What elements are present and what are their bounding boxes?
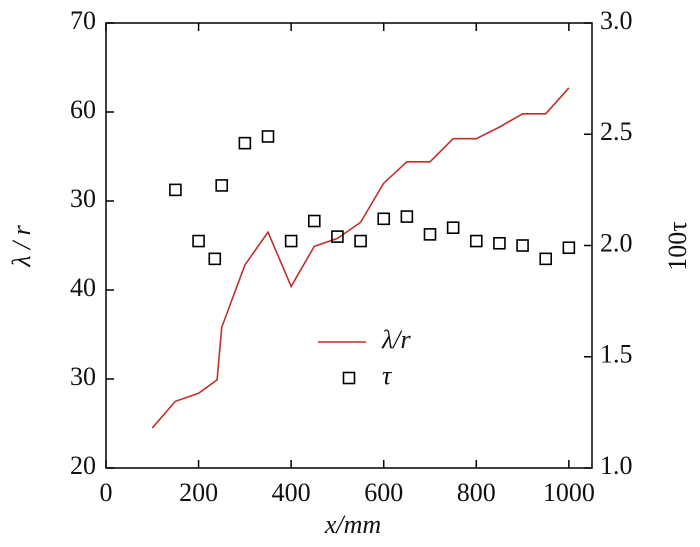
data-marker: [354, 234, 367, 248]
y-tick-label: 60: [70, 95, 96, 124]
x-axis-title: x/mm: [324, 510, 381, 539]
legend-marker: [342, 371, 356, 385]
data-marker: [307, 214, 321, 228]
data-marker: [539, 252, 553, 266]
data-marker: [493, 236, 506, 250]
data-marker: [516, 239, 529, 252]
data-line: [151, 87, 570, 429]
plot-frame: [105, 22, 593, 469]
data-marker: [169, 183, 182, 197]
data-marker: [562, 241, 576, 255]
data-marker: [208, 252, 222, 266]
x-tick-label: 0: [100, 478, 113, 507]
y2-tick-label: 1.5: [600, 340, 633, 369]
y2-tick-label: 2.0: [600, 228, 633, 257]
data-marker: [423, 228, 437, 241]
data-marker: [192, 234, 205, 248]
data-marker: [284, 234, 298, 248]
y2-axis-title: 100τ: [663, 221, 692, 270]
y-tick-label: 30: [70, 184, 96, 213]
y2-tick-label: 1.0: [600, 451, 633, 480]
x-tick-label: 600: [364, 478, 403, 507]
y-tick-label: 70: [70, 6, 96, 35]
y2-tick-label: 3.0: [600, 6, 633, 35]
data-marker: [446, 221, 460, 234]
data-marker: [331, 230, 344, 243]
data-marker: [215, 179, 229, 192]
data-marker: [261, 130, 275, 143]
x-tick-label: 400: [272, 478, 311, 507]
y-tick-label: 40: [70, 273, 96, 302]
y-tick-label: 20: [70, 451, 96, 480]
legend-label: λ/r: [381, 325, 411, 354]
data-marker: [238, 136, 252, 150]
data-marker: [400, 210, 414, 223]
y-axis-title: λ / r: [7, 224, 36, 267]
legend-label: τ: [382, 361, 393, 390]
x-tick-label: 800: [457, 478, 496, 507]
data-marker: [469, 234, 483, 248]
x-tick-label: 1000: [543, 478, 595, 507]
data-marker: [377, 212, 391, 226]
y-tick-label: 30: [70, 362, 96, 391]
y2-tick-label: 2.5: [600, 117, 633, 146]
x-tick-label: 200: [179, 478, 218, 507]
